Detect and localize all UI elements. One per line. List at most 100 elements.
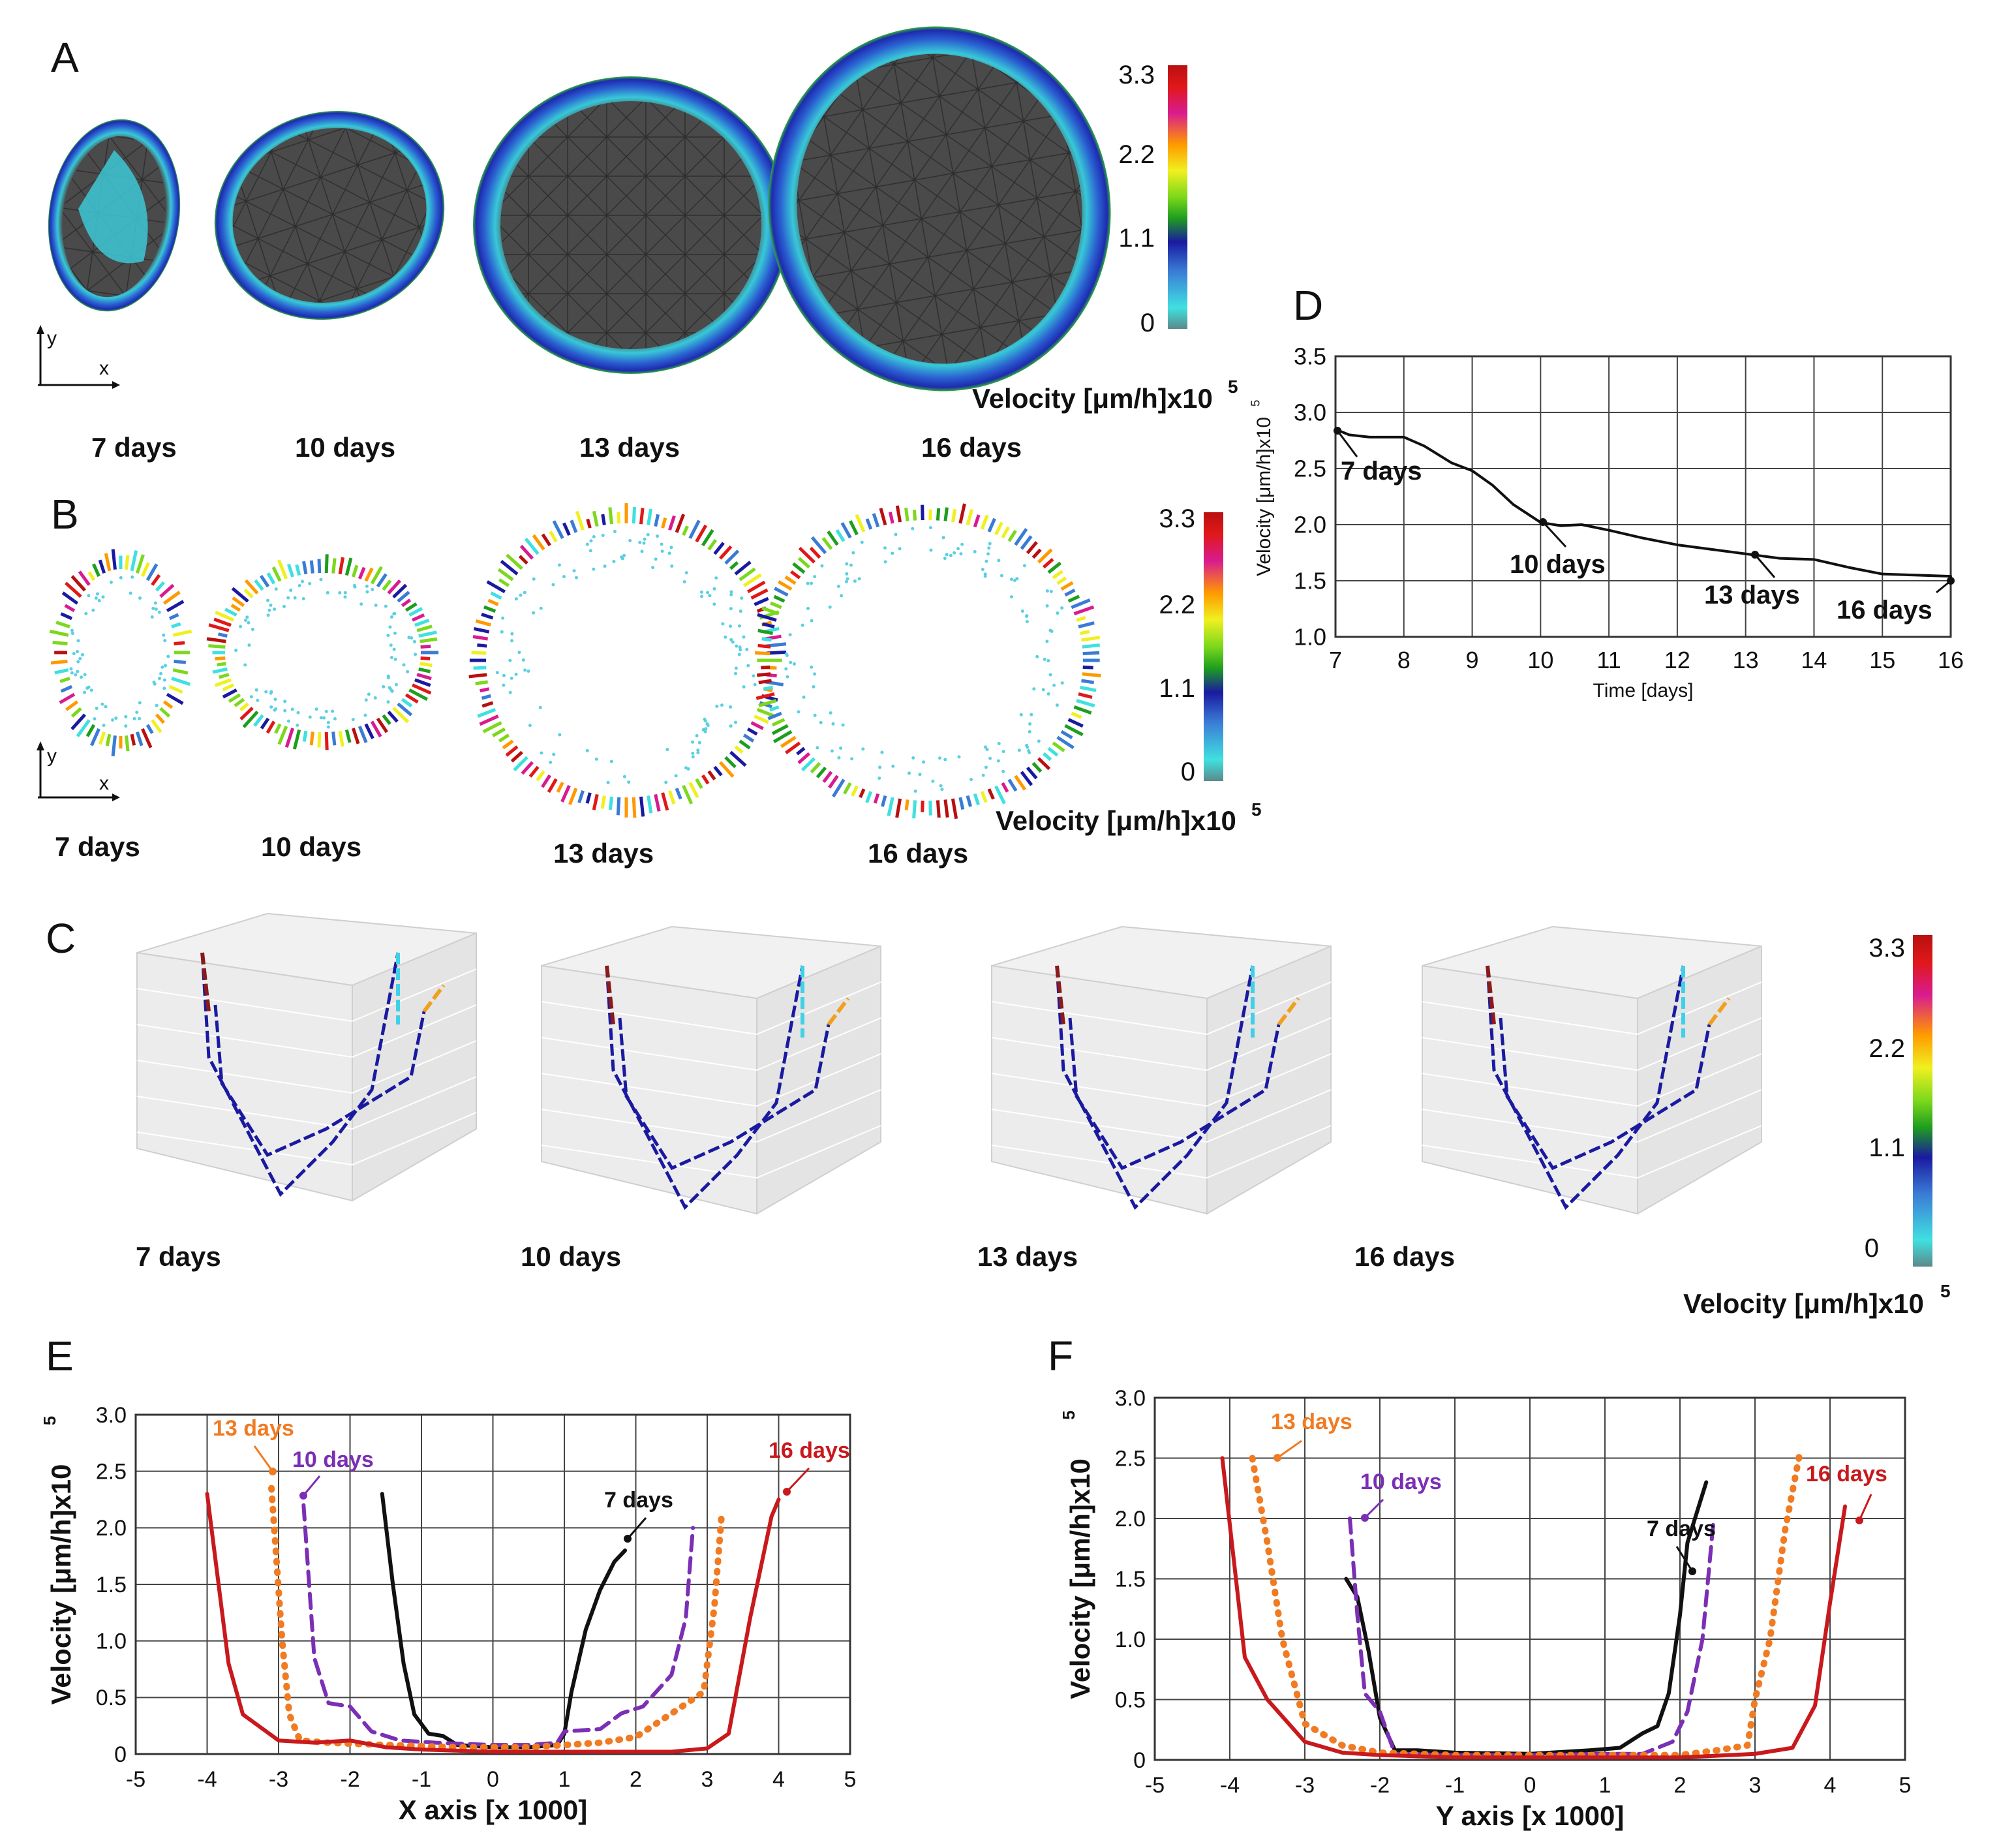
interior-point: [135, 710, 139, 714]
cell-a-7-days: [48, 119, 181, 312]
interior-point: [918, 773, 922, 777]
interior-point: [660, 549, 664, 553]
y-tick-label: 2.0: [96, 1516, 127, 1541]
velocity-vector: [758, 679, 772, 685]
interior-point: [163, 639, 167, 643]
interior-point: [155, 703, 159, 707]
interior-point: [1052, 683, 1056, 687]
interior-point: [84, 611, 88, 615]
interior-point: [510, 632, 514, 636]
velocity-vector: [418, 630, 437, 638]
x-tick-label: -4: [1220, 1773, 1240, 1798]
velocity-vector: [141, 562, 150, 578]
velocity-vector: [1071, 711, 1082, 719]
interior-point: [70, 632, 74, 636]
interior-point: [628, 539, 632, 543]
interior-point: [160, 665, 164, 669]
interior-point: [669, 546, 673, 549]
velocity-vector: [541, 774, 551, 788]
chart-e: -5 -4 -3 -2 -1 0 1 2 3 4 5 0 0.5 1.0 1.5 2.0 2.5 3.0 X axi…: [40, 1403, 857, 1825]
grid-line: [541, 1073, 757, 1107]
velocity-vector: [608, 507, 614, 525]
interior-point: [810, 619, 814, 623]
y-tick-label: 0: [1133, 1748, 1146, 1773]
interior-point: [953, 551, 956, 555]
grid-line: [1422, 1109, 1638, 1143]
interior-point: [984, 745, 988, 749]
velocity-vector: [724, 756, 737, 769]
interior-point: [389, 615, 393, 619]
interior-point: [83, 673, 87, 677]
interior-point: [891, 551, 894, 555]
velocity-vector: [524, 537, 540, 555]
interior-point: [510, 639, 514, 643]
interior-point: [324, 709, 328, 713]
annotation-arrow-head: [1539, 518, 1547, 526]
interior-point: [691, 755, 695, 759]
velocity-vector: [713, 542, 725, 555]
velocity-vector: [382, 579, 392, 591]
interior-point: [740, 596, 744, 600]
y-axis-label-exponent: 5: [1249, 400, 1262, 407]
velocity-vector: [770, 601, 782, 609]
trajectory-end-segment: [422, 984, 446, 1013]
velocity-vector: [401, 598, 412, 608]
velocity-vector: [577, 790, 585, 803]
velocity-vector: [1067, 718, 1084, 728]
velocity-vector: [59, 677, 70, 683]
x-tick-label: 7: [1329, 647, 1342, 673]
interior-point: [721, 622, 725, 626]
interior-point: [521, 658, 525, 662]
interior-point: [70, 671, 74, 675]
interior-point: [87, 594, 91, 598]
velocity-vector: [364, 723, 374, 739]
interior-point: [810, 665, 814, 669]
velocity-vector: [528, 765, 540, 778]
velocity-vector: [49, 629, 69, 637]
interior-point: [883, 546, 887, 550]
y-tick-label: 3.5: [1294, 343, 1326, 370]
interior-point: [296, 711, 300, 715]
colorbar-b-tick-0: 0: [1181, 758, 1195, 786]
interior-point: [159, 671, 163, 675]
velocity-vector: [479, 715, 499, 726]
velocity-vector: [958, 503, 966, 524]
velocity-vector: [387, 710, 399, 723]
velocity-vector: [61, 591, 79, 605]
velocity-vector: [1047, 747, 1059, 757]
velocity-vector: [521, 761, 534, 775]
annotation-13-days: 13 days: [1271, 1409, 1352, 1434]
velocity-vector: [331, 732, 337, 746]
annotation-13-days: 13 days: [213, 1416, 294, 1441]
velocity-vector: [125, 555, 130, 570]
colorbar-b-tick-2-2: 2.2: [1159, 591, 1195, 619]
velocity-vector: [481, 701, 494, 708]
interior-point: [1030, 713, 1033, 716]
annotation-arrow: [1542, 521, 1567, 548]
interior-point: [333, 717, 337, 721]
velocity-vector: [1073, 605, 1095, 615]
velocity-vector: [729, 750, 747, 767]
interior-point: [878, 765, 882, 769]
grid-line: [541, 1037, 757, 1071]
velocity-vector: [1031, 548, 1042, 559]
interior-point: [1028, 722, 1032, 726]
velocity-vector: [420, 644, 431, 649]
plot3d-c-1: [541, 925, 881, 1215]
velocity-vector: [468, 673, 487, 679]
velocity-vector: [1078, 692, 1093, 700]
interior-point: [1046, 659, 1050, 663]
interior-point: [300, 579, 304, 583]
interior-point: [746, 664, 750, 668]
cell-a-16-days: [768, 26, 1111, 392]
interior-point: [101, 595, 105, 599]
interior-point: [588, 549, 592, 553]
axis-label-x-a: x: [99, 358, 109, 379]
interior-point: [997, 559, 1001, 562]
interior-point: [703, 730, 707, 733]
interior-point: [819, 720, 823, 724]
interior-point: [699, 590, 703, 594]
velocity-vector: [792, 562, 806, 574]
velocity-vector: [414, 619, 430, 627]
interior-point: [988, 542, 992, 546]
